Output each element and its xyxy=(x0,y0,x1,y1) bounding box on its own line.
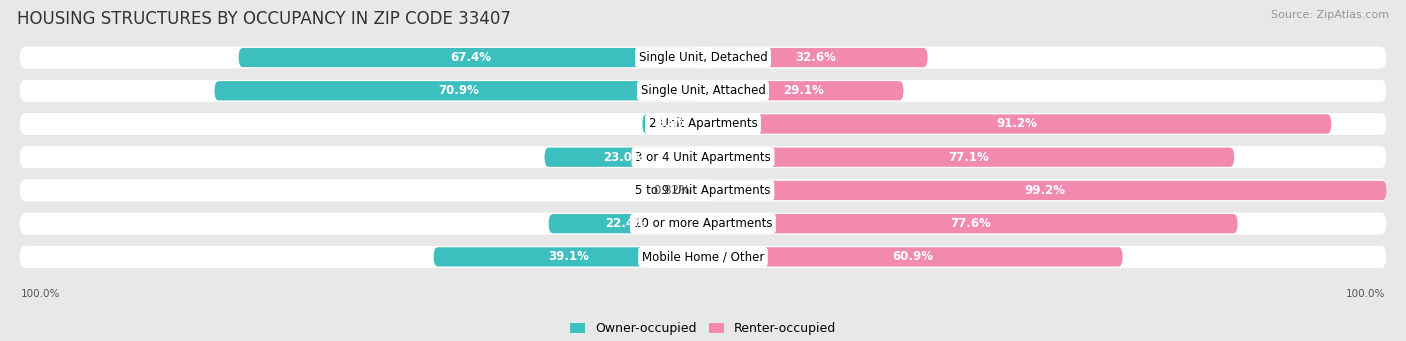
Text: 100.0%: 100.0% xyxy=(21,289,60,299)
FancyBboxPatch shape xyxy=(433,247,703,267)
Text: 8.8%: 8.8% xyxy=(657,118,689,131)
FancyBboxPatch shape xyxy=(239,48,703,67)
Text: 23.0%: 23.0% xyxy=(603,151,644,164)
FancyBboxPatch shape xyxy=(703,214,1237,233)
FancyBboxPatch shape xyxy=(703,148,1234,167)
Text: Single Unit, Attached: Single Unit, Attached xyxy=(641,84,765,97)
Text: 100.0%: 100.0% xyxy=(1346,289,1385,299)
Text: Source: ZipAtlas.com: Source: ZipAtlas.com xyxy=(1271,10,1389,20)
FancyBboxPatch shape xyxy=(20,146,1386,168)
Text: 39.1%: 39.1% xyxy=(548,250,589,263)
FancyBboxPatch shape xyxy=(643,114,703,134)
Text: 99.2%: 99.2% xyxy=(1024,184,1066,197)
Text: 2 Unit Apartments: 2 Unit Apartments xyxy=(648,118,758,131)
FancyBboxPatch shape xyxy=(20,179,1386,202)
FancyBboxPatch shape xyxy=(20,113,1386,135)
FancyBboxPatch shape xyxy=(20,213,1386,235)
Text: 29.1%: 29.1% xyxy=(783,84,824,97)
FancyBboxPatch shape xyxy=(20,80,1386,102)
Legend: Owner-occupied, Renter-occupied: Owner-occupied, Renter-occupied xyxy=(565,317,841,340)
FancyBboxPatch shape xyxy=(703,181,1386,200)
FancyBboxPatch shape xyxy=(703,247,1122,267)
FancyBboxPatch shape xyxy=(703,114,1331,134)
Text: HOUSING STRUCTURES BY OCCUPANCY IN ZIP CODE 33407: HOUSING STRUCTURES BY OCCUPANCY IN ZIP C… xyxy=(17,10,510,28)
Text: 3 or 4 Unit Apartments: 3 or 4 Unit Apartments xyxy=(636,151,770,164)
FancyBboxPatch shape xyxy=(20,47,1386,69)
FancyBboxPatch shape xyxy=(544,148,703,167)
FancyBboxPatch shape xyxy=(20,246,1386,268)
Text: Mobile Home / Other: Mobile Home / Other xyxy=(641,250,765,263)
Text: 32.6%: 32.6% xyxy=(794,51,835,64)
Text: 5 to 9 Unit Apartments: 5 to 9 Unit Apartments xyxy=(636,184,770,197)
Text: 10 or more Apartments: 10 or more Apartments xyxy=(634,217,772,230)
Text: 91.2%: 91.2% xyxy=(997,118,1038,131)
Text: 77.6%: 77.6% xyxy=(950,217,991,230)
Text: 22.4%: 22.4% xyxy=(606,217,647,230)
FancyBboxPatch shape xyxy=(703,48,928,67)
Text: Single Unit, Detached: Single Unit, Detached xyxy=(638,51,768,64)
Text: 70.9%: 70.9% xyxy=(439,84,479,97)
FancyBboxPatch shape xyxy=(703,81,904,100)
FancyBboxPatch shape xyxy=(548,214,703,233)
Text: 0.82%: 0.82% xyxy=(654,184,690,197)
Text: 67.4%: 67.4% xyxy=(450,51,491,64)
Text: 60.9%: 60.9% xyxy=(893,250,934,263)
FancyBboxPatch shape xyxy=(215,81,703,100)
FancyBboxPatch shape xyxy=(697,181,703,200)
Text: 77.1%: 77.1% xyxy=(948,151,988,164)
